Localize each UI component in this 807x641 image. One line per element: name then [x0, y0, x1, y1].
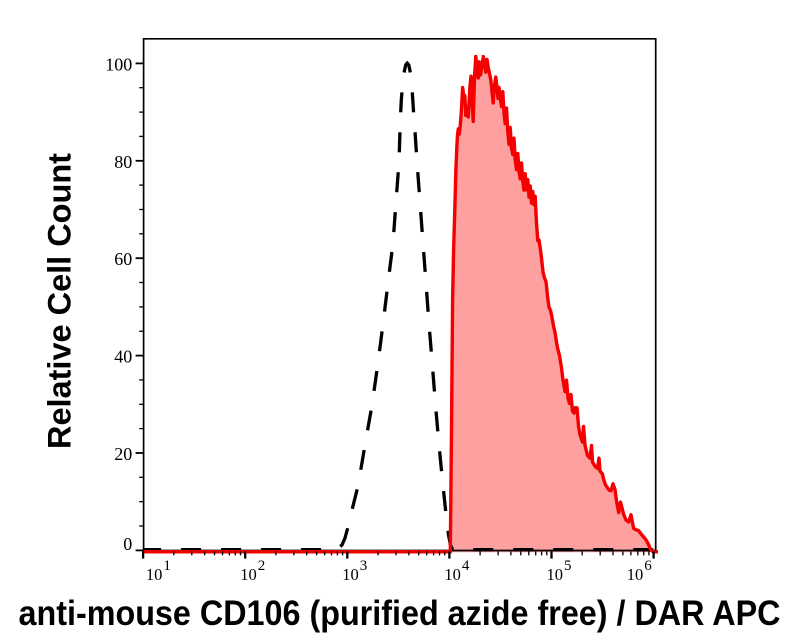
svg-text:3: 3: [360, 558, 368, 574]
svg-text:5: 5: [564, 558, 572, 574]
svg-text:10: 10: [146, 565, 163, 584]
svg-text:1: 1: [163, 558, 171, 574]
svg-text:anti-mouse CD106 (purified azi: anti-mouse CD106 (purified azide free) /…: [19, 594, 781, 633]
svg-text:100: 100: [105, 54, 132, 74]
svg-text:4: 4: [462, 558, 470, 574]
svg-text:60: 60: [114, 249, 132, 269]
svg-text:6: 6: [644, 558, 652, 574]
svg-text:Relative Cell Count: Relative Cell Count: [42, 153, 78, 449]
svg-text:10: 10: [547, 565, 564, 584]
svg-text:10: 10: [240, 565, 257, 584]
svg-text:10: 10: [342, 565, 359, 584]
svg-text:80: 80: [114, 152, 132, 172]
svg-text:2: 2: [258, 558, 266, 574]
svg-text:10: 10: [444, 565, 461, 584]
svg-text:20: 20: [114, 444, 132, 464]
svg-text:10: 10: [627, 565, 644, 584]
svg-text:0: 0: [123, 534, 132, 554]
svg-text:40: 40: [114, 347, 132, 367]
